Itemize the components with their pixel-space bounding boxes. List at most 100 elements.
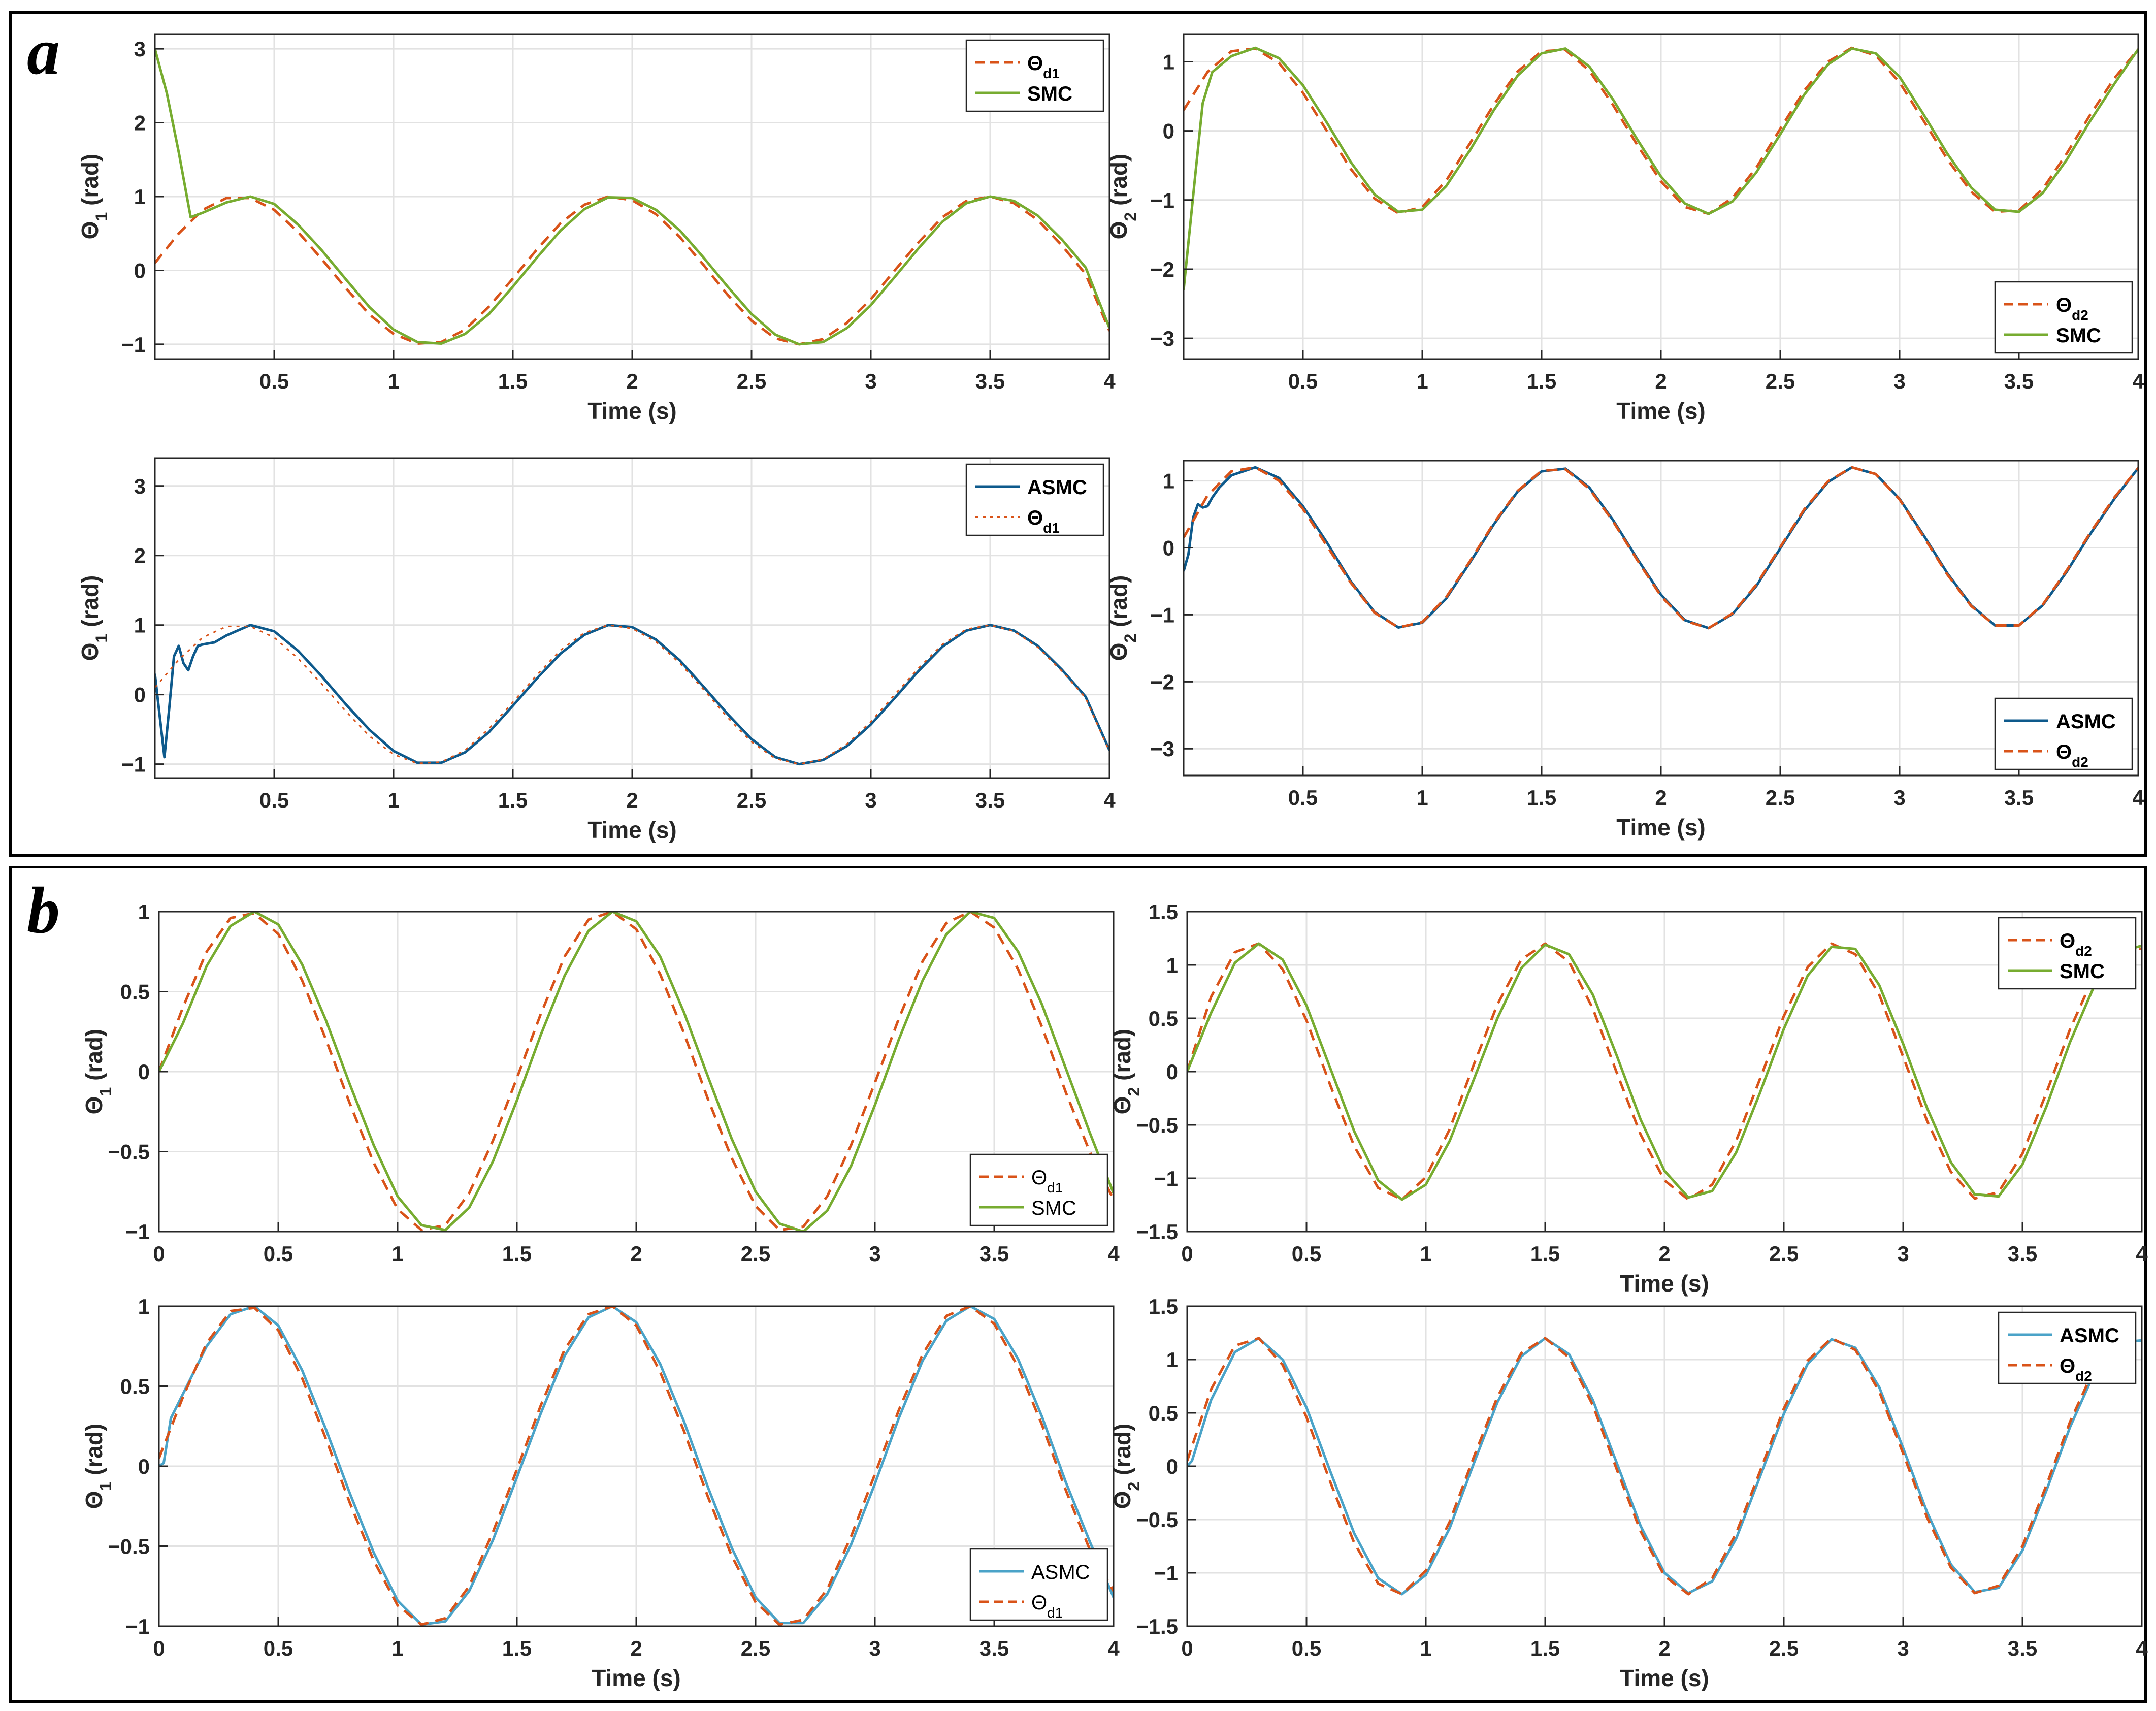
y-tick-label: 3	[134, 474, 146, 498]
y-tick-label: −3	[1150, 327, 1174, 350]
y-tick-label: −1	[1154, 1561, 1178, 1585]
x-axis-label: Time (s)	[587, 817, 677, 843]
x-tick-label: 4	[1107, 1242, 1120, 1266]
x-tick-label: 3	[865, 788, 876, 812]
x-tick-label: 2	[630, 1636, 642, 1660]
panel-a: a 0.5 1 1.5 2 2.5 3 3.5 4 −1 0 1 2 3 Time (s) Θ1 (rad)…	[9, 11, 2147, 857]
series-line-0	[159, 1306, 1114, 1626]
x-tick-label: 2.5	[1766, 786, 1795, 810]
panel-label-b: b	[27, 874, 60, 947]
x-tick-label: 4	[1103, 788, 1116, 812]
x-tick-label: 2	[1655, 786, 1667, 810]
x-tick-label: 3.5	[979, 1242, 1009, 1266]
x-axis-label: Time (s)	[1620, 1665, 1709, 1691]
x-tick-label: 1	[387, 788, 399, 812]
legend-box	[1998, 1311, 2137, 1384]
y-tick-label: −1	[125, 1615, 150, 1638]
y-tick-label: −3	[1150, 737, 1174, 761]
x-tick-label: 2	[630, 1242, 642, 1266]
x-tick-label: 1.5	[1527, 369, 1556, 393]
y-tick-label: 0	[1166, 1455, 1178, 1478]
y-tick-label: 1	[138, 900, 150, 924]
y-tick-label: −0.5	[108, 1140, 150, 1164]
legend-box	[969, 1548, 1108, 1621]
x-tick-label: 4	[2136, 1242, 2148, 1266]
legend-entry-1: SMC	[1027, 83, 1072, 105]
x-tick-label: 3.5	[2008, 1242, 2037, 1266]
x-tick-label: 3.5	[975, 788, 1005, 812]
y-tick-label: 0.5	[1149, 1401, 1178, 1425]
series-line-1	[159, 1306, 1114, 1626]
legend: ASMC Θd1	[969, 1548, 1108, 1621]
y-tick-label: 1.5	[1149, 900, 1178, 924]
y-tick-label: −1	[121, 333, 146, 357]
y-tick-label: −1	[1150, 603, 1174, 627]
legend-entry-0: Θd2	[2056, 294, 2088, 323]
y-axis-label: Θ2 (rad)	[1105, 575, 1139, 661]
series-line-1	[1184, 466, 2138, 630]
legend-entry-0: ASMC	[1031, 1561, 1090, 1584]
y-tick-label: 2	[134, 111, 146, 135]
y-tick-label: −0.5	[108, 1535, 150, 1559]
y-tick-label: −1	[125, 1220, 150, 1244]
x-tick-label: 1	[387, 369, 399, 393]
legend-entry-1: Θd1	[1027, 507, 1060, 536]
x-tick-label: 1.5	[498, 369, 528, 393]
x-tick-label: 3	[1897, 1242, 1909, 1266]
x-tick-label: 1.5	[1530, 1242, 1560, 1266]
x-tick-label: 3.5	[2008, 1636, 2037, 1660]
y-axis-label: Θ1 (rad)	[81, 1424, 115, 1509]
legend-entry-0: ASMC	[1027, 476, 1087, 499]
x-tick-label: 2	[1658, 1636, 1670, 1660]
x-tick-label: 1.5	[502, 1636, 532, 1660]
chart-theta2-smc-a: 0.5 1 1.5 2 2.5 3 3.5 4 −3 −2 −1 0 1 Time (s) Θ2 (rad)…	[1105, 33, 2144, 424]
y-tick-label: 1	[1166, 1348, 1178, 1372]
x-tick-label: 2.5	[737, 788, 766, 812]
x-tick-label: 1	[391, 1242, 403, 1266]
chart-theta1-smc-a: 0.5 1 1.5 2 2.5 3 3.5 4 −1 0 1 2 3 Time (s) Θ1 (rad) Θd…	[77, 33, 1116, 424]
x-tick-label: 0	[153, 1636, 165, 1660]
x-tick-label: 3	[1897, 1636, 1909, 1660]
chart-theta2-smc-b: 0 0.5 1 1.5 2 2.5 3 3.5 4 −1.5 −1 −0.5 0 0.5 1 1.5 Time …	[1109, 900, 2148, 1297]
x-tick-label: 3.5	[2004, 786, 2034, 810]
x-tick-label: 2.5	[737, 369, 766, 393]
x-tick-label: 0.5	[1288, 369, 1318, 393]
x-tick-label: 2	[1658, 1242, 1670, 1266]
y-tick-label: 0	[138, 1060, 150, 1084]
legend-entry-1: Θd2	[2056, 741, 2088, 770]
y-tick-label: 1.5	[1149, 1295, 1178, 1318]
series-line-1	[155, 624, 1109, 765]
y-tick-label: 1	[138, 1295, 150, 1318]
x-tick-label: 2	[626, 369, 638, 393]
chart-theta1-asmc-a: 0.5 1 1.5 2 2.5 3 3.5 4 −1 0 1 2 3 Time (s) Θ1 (rad) AS…	[77, 457, 1116, 843]
y-axis-label: Θ1 (rad)	[77, 575, 111, 661]
chart-theta2-asmc-b: 0 0.5 1 1.5 2 2.5 3 3.5 4 −1.5 −1 −0.5 0 0.5 1 1.5 Time …	[1109, 1295, 2148, 1691]
y-axis-label: Θ2 (rad)	[1105, 154, 1139, 240]
series-line-1	[1187, 942, 2142, 1201]
x-tick-label: 3	[869, 1242, 880, 1266]
y-tick-label: 0	[1163, 536, 1174, 560]
chart-theta1-smc-b: 0 0.5 1 1.5 2 2.5 3 3.5 4 −1 −0.5 0 0.5 1 Θ1 (rad) Θd1S…	[81, 900, 1120, 1266]
y-tick-label: −1.5	[1136, 1615, 1178, 1638]
legend-entry-1: Θd2	[2060, 1355, 2092, 1384]
x-tick-label: 2.5	[741, 1242, 770, 1266]
y-tick-label: −0.5	[1136, 1508, 1178, 1532]
legend-entry-0: Θd2	[2060, 930, 2092, 959]
chart-theta1-asmc-b: 0 0.5 1 1.5 2 2.5 3 3.5 4 −1 −0.5 0 0.5 1 Time (s) Θ1 (…	[81, 1295, 1120, 1691]
x-axis-label: Time (s)	[1620, 1270, 1709, 1297]
x-tick-label: 3	[1893, 786, 1905, 810]
x-tick-label: 3.5	[979, 1636, 1009, 1660]
y-tick-label: 0.5	[120, 980, 150, 1004]
series-line-0	[1184, 466, 2138, 630]
panel-b: b 0 0.5 1 1.5 2 2.5 3 3.5 4 −1 −0.5 0 0.5 1 Θ1 (rad) Θd…	[9, 866, 2148, 1703]
chart-theta2-asmc-a: 0.5 1 1.5 2 2.5 3 3.5 4 −3 −2 −1 0 1 Time (s) Θ2 (rad)…	[1105, 460, 2144, 841]
x-tick-label: 1	[1420, 1636, 1431, 1660]
x-tick-label: 1	[391, 1636, 403, 1660]
x-tick-label: 0	[153, 1242, 165, 1266]
x-tick-label: 0.5	[1288, 786, 1318, 810]
legend-entry-0: ASMC	[2056, 711, 2116, 733]
x-axis-label: Time (s)	[592, 1665, 681, 1691]
y-tick-label: −1	[121, 753, 146, 777]
